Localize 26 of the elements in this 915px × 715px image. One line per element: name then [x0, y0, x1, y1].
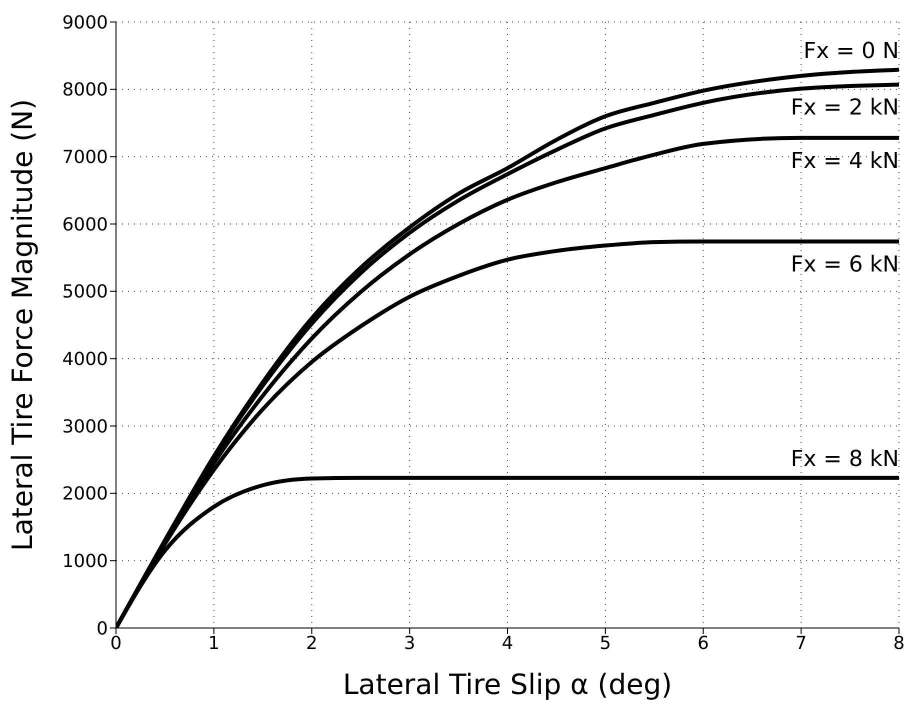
x-tick-label: 6 — [698, 632, 709, 654]
y-axis-title: Lateral Tire Force Magnitude (N) — [6, 98, 39, 552]
y-tick-label: 9000 — [62, 12, 108, 34]
x-tick-label: 7 — [795, 632, 807, 654]
y-tick-label: 5000 — [62, 282, 108, 303]
x-tick-label: 5 — [600, 632, 612, 654]
x-tick-label: 0 — [110, 632, 122, 654]
x-tick-label: 4 — [502, 632, 514, 654]
series-label: Fx = 0 N — [803, 38, 899, 64]
y-tick-label: 0 — [96, 618, 108, 640]
x-tick-label: 8 — [893, 632, 905, 654]
x-tick-label: 2 — [306, 632, 318, 654]
x-axis-title: Lateral Tire Slip α (deg) — [342, 668, 672, 701]
y-tick-label: 7000 — [62, 147, 108, 168]
x-tick-label: 3 — [404, 632, 416, 654]
series-label: Fx = 8 kN — [790, 446, 899, 472]
series-label: Fx = 4 kN — [790, 148, 899, 174]
y-tick-label: 6000 — [62, 214, 108, 236]
y-tick-label: 3000 — [62, 416, 108, 438]
series-label: Fx = 6 kN — [790, 252, 899, 278]
x-tick-label: 1 — [208, 632, 220, 654]
y-tick-label: 2000 — [62, 484, 108, 505]
series-label: Fx = 2 kN — [790, 96, 899, 121]
y-tick-label: 1000 — [62, 551, 108, 572]
y-tick-label: 4000 — [62, 349, 108, 370]
y-tick-label: 8000 — [62, 80, 108, 101]
